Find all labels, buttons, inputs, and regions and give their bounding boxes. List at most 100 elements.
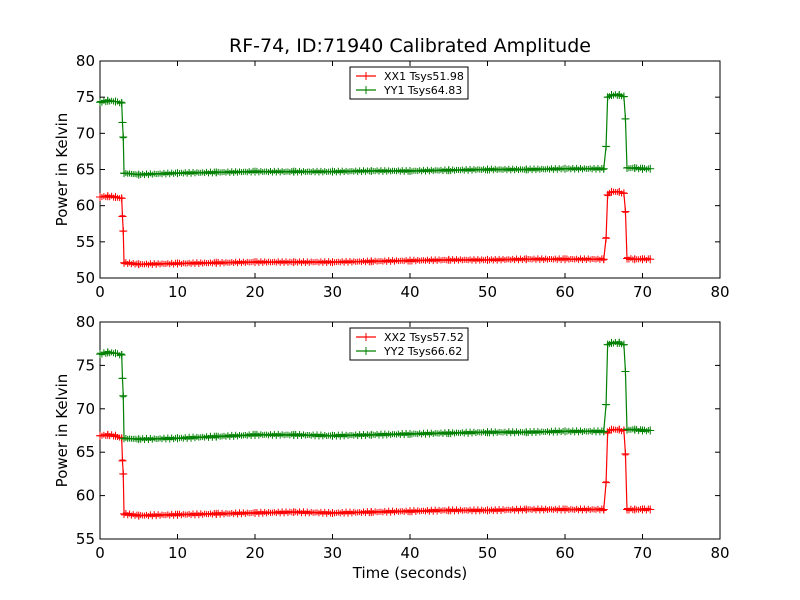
data-point: [623, 254, 631, 263]
data-point: [117, 98, 126, 107]
subplot-2: 0 10 20 30 40 50 60 70 80 55 60 65 70 75 80 Power in Ke…: [53, 313, 730, 562]
data-point: [212, 509, 221, 518]
data-point: [212, 432, 221, 441]
data-point: [119, 391, 128, 400]
series-yy2: [96, 338, 655, 444]
y-tick-label: 55: [76, 233, 95, 251]
data-point: [212, 168, 221, 177]
x-tick-label: 10: [168, 283, 187, 301]
series-yy1: [96, 90, 655, 179]
subplot-1: 0 10 20 30 40 50 60 70 80 50 55 60 65 70 75 80 Power in …: [53, 52, 730, 301]
data-point: [646, 426, 655, 435]
data-point: [483, 255, 492, 264]
data-point: [603, 340, 612, 349]
data-point: [134, 260, 143, 269]
data-point: [602, 234, 611, 243]
data-point: [607, 90, 616, 99]
data-point: [630, 425, 639, 434]
x-tick-label: 60: [555, 283, 574, 301]
data-point: [483, 506, 492, 515]
data-point: [117, 350, 126, 359]
data-point: [212, 258, 221, 267]
data-point: [111, 192, 120, 201]
data-point: [118, 118, 127, 127]
data-point: [638, 255, 647, 264]
data-point: [118, 212, 127, 221]
data-point: [638, 426, 647, 435]
legend-entry-label: YY1 Tsys64.83: [383, 84, 462, 97]
data-point: [120, 509, 129, 518]
x-tick-label: 50: [478, 283, 497, 301]
x-tick-label: 40: [400, 283, 419, 301]
data-point: [119, 132, 128, 141]
data-point: [367, 430, 376, 439]
legend-marker: [362, 72, 370, 80]
data-point: [522, 428, 531, 437]
data-point: [483, 428, 492, 437]
data-point: [406, 429, 414, 438]
data-point: [134, 170, 143, 179]
data-point: [623, 505, 631, 514]
y-tick-label: 65: [76, 443, 95, 461]
data-point: [251, 167, 259, 176]
data-point: [621, 114, 630, 123]
data-point: [602, 142, 611, 151]
legend-marker: [362, 86, 370, 94]
data-point: [599, 505, 608, 514]
legend-marker: [362, 333, 370, 341]
data-point: [173, 510, 182, 519]
chart-title: RF-74, ID:71940 Calibrated Amplitude: [229, 35, 591, 57]
data-point: [646, 255, 655, 264]
x-tick-label: 50: [478, 544, 497, 562]
data-point: [96, 431, 104, 440]
data-point: [367, 166, 376, 175]
x-tick-label: 30: [323, 544, 342, 562]
data-point: [173, 259, 182, 268]
data-point: [103, 96, 112, 105]
y-tick-label: 75: [76, 356, 95, 374]
data-point: [111, 349, 120, 358]
y-tick-label: 80: [76, 313, 95, 331]
data-point: [120, 434, 129, 443]
x-tick-label: 80: [710, 283, 729, 301]
series-xx2: [96, 425, 655, 520]
data-point: [406, 256, 414, 265]
data-point: [96, 192, 104, 201]
data-point: [117, 194, 126, 203]
y-tick-label: 60: [76, 197, 95, 215]
legend-entry-label: YY2 Tsys66.62: [383, 345, 462, 358]
data-point: [621, 207, 630, 216]
data-point: [619, 189, 628, 198]
y-axis-label: Power in Kelvin: [53, 113, 71, 227]
data-point: [561, 505, 569, 514]
data-point: [103, 348, 112, 357]
data-point: [599, 255, 608, 264]
data-point: [638, 505, 647, 514]
legend-entry-label: XX2 Tsys57.52: [384, 331, 464, 344]
data-point: [103, 430, 112, 439]
x-tick-label: 0: [95, 544, 105, 562]
data-point: [444, 255, 453, 264]
data-point: [621, 449, 630, 458]
data-point: [367, 257, 376, 266]
data-point: [646, 505, 655, 514]
y-tick-label: 75: [76, 88, 95, 106]
y-tick-label: 65: [76, 161, 95, 179]
data-point: [522, 165, 531, 174]
data-point: [328, 167, 337, 176]
data-point: [621, 367, 630, 376]
data-point: [623, 425, 631, 434]
legend-box: [349, 327, 469, 361]
y-axis-label: Power in Kelvin: [53, 374, 71, 488]
data-point: [444, 506, 453, 515]
data-point: [522, 505, 531, 514]
legend-marker: [362, 347, 370, 355]
data-point: [406, 166, 414, 175]
data-point: [251, 508, 259, 517]
data-point: [406, 507, 414, 516]
data-point: [289, 167, 298, 176]
data-point: [630, 255, 639, 264]
x-tick-label: 10: [168, 544, 187, 562]
data-point: [111, 431, 120, 440]
